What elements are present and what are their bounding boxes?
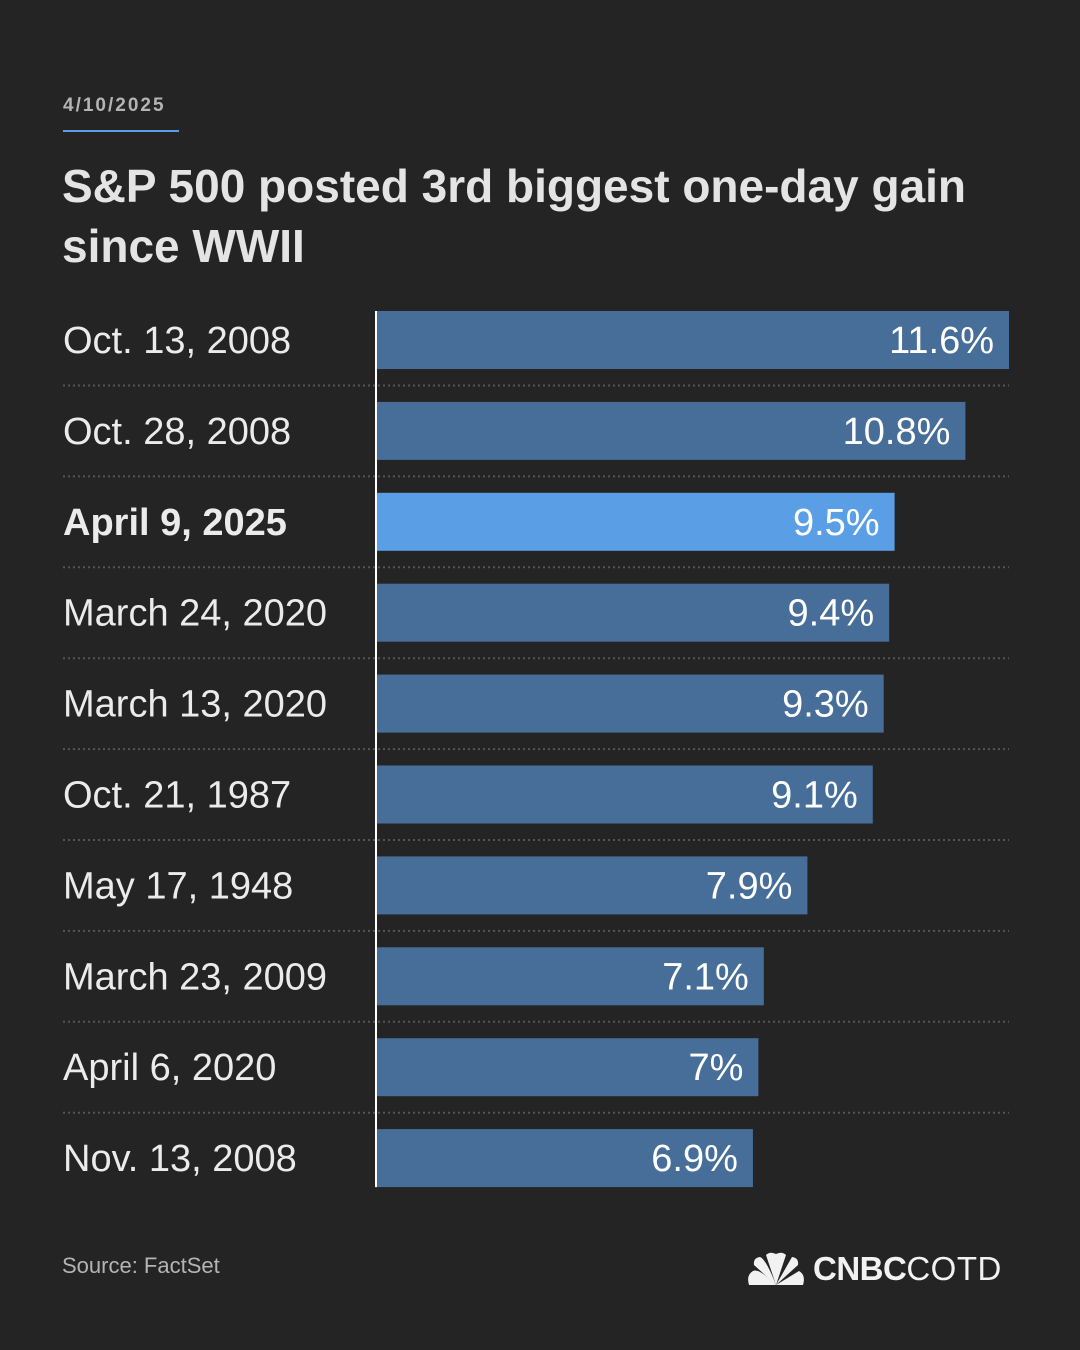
- category-label: Oct. 13, 2008: [63, 320, 291, 362]
- category-label: May 17, 1948: [63, 865, 293, 907]
- brand-cnbc: CNBC: [813, 1250, 907, 1287]
- bar: [377, 765, 873, 824]
- bar: [377, 947, 764, 1006]
- bar: [377, 856, 808, 915]
- bar: [377, 401, 966, 460]
- bar: [377, 1129, 753, 1188]
- category-label: Oct. 28, 2008: [63, 411, 291, 453]
- value-label: 6.9%: [651, 1138, 738, 1180]
- value-label: 10.8%: [843, 411, 951, 453]
- category-label: Oct. 21, 1987: [63, 775, 291, 817]
- category-label: Nov. 13, 2008: [63, 1138, 297, 1180]
- value-label: 9.1%: [771, 775, 858, 817]
- value-label: 9.5%: [793, 502, 880, 544]
- value-label: 9.4%: [788, 593, 875, 635]
- value-label: 11.6%: [889, 320, 994, 362]
- date-underline: [63, 130, 179, 132]
- category-label: April 6, 2020: [63, 1047, 276, 1089]
- bar: [377, 492, 895, 551]
- bar: [377, 1038, 759, 1097]
- bar: [377, 674, 884, 733]
- value-label: 7%: [688, 1047, 743, 1089]
- source-note: Source: FactSet: [62, 1253, 220, 1278]
- category-label: March 24, 2020: [63, 593, 327, 635]
- chart-title: S&P 500 posted 3rd biggest one-day gain …: [62, 160, 967, 272]
- category-label: March 13, 2020: [63, 684, 327, 726]
- bar: [377, 583, 890, 642]
- nbc-peacock-icon: [748, 1252, 804, 1285]
- date-label: 4/10/2025: [63, 95, 166, 116]
- value-label: 7.1%: [662, 956, 749, 998]
- brand-cotd: COTD: [906, 1250, 1002, 1287]
- category-label: April 9, 2025: [63, 502, 287, 544]
- brand-logo: CNBC COTD: [745, 1248, 1002, 1290]
- value-label: 9.3%: [782, 684, 869, 726]
- category-label: March 23, 2009: [63, 956, 327, 998]
- bar: [377, 311, 1009, 369]
- value-label: 7.9%: [706, 865, 793, 907]
